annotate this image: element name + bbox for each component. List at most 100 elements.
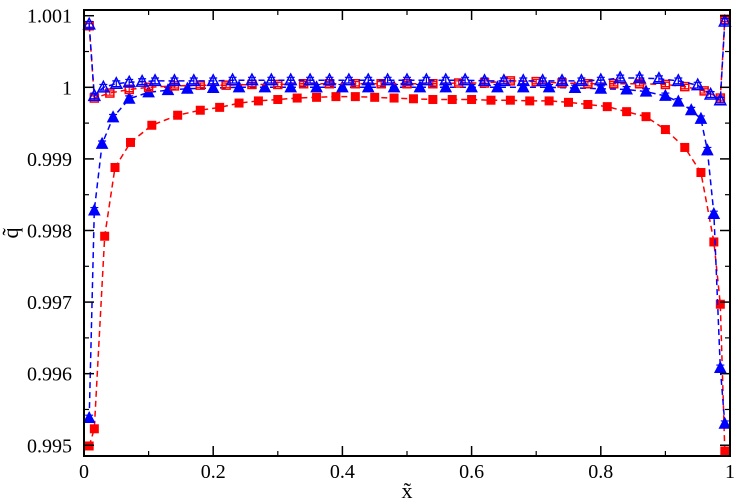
data-point	[195, 105, 205, 115]
error-bar	[306, 76, 315, 84]
series-1	[82, 80, 732, 429]
error-bar	[99, 83, 108, 91]
data-point	[555, 73, 569, 87]
error-bar	[616, 74, 625, 82]
data-point	[258, 80, 272, 93]
data-point	[387, 80, 401, 93]
error-bar	[716, 96, 725, 104]
error-bar	[609, 80, 618, 87]
data-point	[370, 92, 380, 102]
data-point	[525, 96, 535, 106]
data-point	[641, 112, 651, 122]
series-0	[84, 92, 730, 456]
series-layer	[82, 13, 732, 456]
data-point	[694, 111, 708, 124]
data-point	[310, 80, 323, 93]
data-point	[143, 82, 154, 93]
data-point	[342, 72, 356, 86]
error-bar	[364, 76, 373, 84]
data-point	[428, 94, 438, 104]
error-bar	[112, 80, 121, 88]
data-point	[206, 73, 220, 87]
data-point	[181, 81, 194, 94]
error-bar	[558, 77, 567, 85]
data-point	[419, 72, 434, 86]
data-point	[491, 80, 504, 93]
data-point	[245, 72, 259, 86]
data-point	[720, 446, 730, 456]
data-point	[167, 73, 182, 87]
error-bar	[286, 76, 295, 84]
data-point	[303, 72, 317, 86]
data-point	[122, 74, 136, 88]
error-bar	[706, 91, 715, 98]
data-point	[148, 73, 162, 87]
y-tick-label: 0.999	[27, 149, 72, 171]
y-tick-label: 1.001	[27, 6, 72, 28]
data-point	[173, 110, 183, 120]
data-point	[516, 73, 531, 87]
error-bar	[189, 77, 198, 85]
data-point	[613, 70, 627, 84]
data-point	[707, 206, 721, 220]
data-point	[361, 72, 375, 86]
data-point	[439, 72, 453, 86]
error-bar	[519, 77, 528, 85]
error-bar	[538, 77, 547, 85]
data-point	[594, 81, 608, 94]
data-point	[350, 78, 361, 89]
x-tick-label: 0.2	[201, 461, 226, 483]
error-bar	[85, 20, 94, 28]
ticks-layer: 0 0.2 0.4 0.6 0.8 1 0.995 0.996 0.997 0.998 0.999 1…	[27, 6, 735, 483]
data-point	[659, 88, 672, 101]
data-point	[516, 80, 530, 93]
data-point	[622, 107, 632, 117]
error-bar	[151, 77, 160, 85]
data-point	[126, 137, 136, 147]
error-bar	[383, 76, 392, 84]
data-point	[96, 79, 111, 93]
data-point	[458, 72, 472, 86]
data-point	[701, 143, 714, 156]
data-point	[564, 97, 573, 107]
data-point	[350, 92, 360, 102]
data-point	[89, 424, 99, 434]
data-point	[467, 94, 477, 104]
error-bar	[693, 81, 702, 89]
error-bar	[441, 76, 450, 84]
error-bar	[720, 17, 729, 25]
x-tick-label: 0	[79, 461, 89, 483]
error-bar	[228, 76, 237, 84]
error-bar	[325, 76, 334, 84]
data-point	[234, 98, 244, 108]
data-point	[713, 92, 728, 106]
data-point	[542, 80, 556, 93]
error-bar	[90, 92, 99, 100]
error-bar	[596, 76, 605, 84]
data-point	[400, 72, 414, 86]
data-point	[671, 73, 686, 87]
data-point	[608, 78, 619, 89]
series-line	[88, 19, 726, 100]
error-bar	[125, 78, 134, 86]
data-point	[505, 95, 515, 105]
x-tick-label: 0.4	[330, 461, 355, 483]
data-point	[660, 125, 670, 135]
y-tick-label: 0.998	[27, 220, 72, 242]
x-tick-label: 0.8	[588, 461, 613, 483]
data-point	[292, 93, 302, 103]
data-point	[109, 76, 124, 89]
data-point	[253, 96, 263, 106]
data-point	[88, 203, 101, 216]
data-point	[574, 73, 589, 87]
data-point	[135, 73, 149, 87]
data-point	[671, 94, 685, 107]
data-point	[361, 80, 375, 93]
data-point	[322, 72, 337, 86]
y-tick-label: 0.997	[27, 292, 72, 314]
data-point	[709, 237, 719, 247]
data-point	[568, 80, 582, 94]
error-bar	[654, 75, 663, 83]
data-point	[284, 80, 298, 93]
